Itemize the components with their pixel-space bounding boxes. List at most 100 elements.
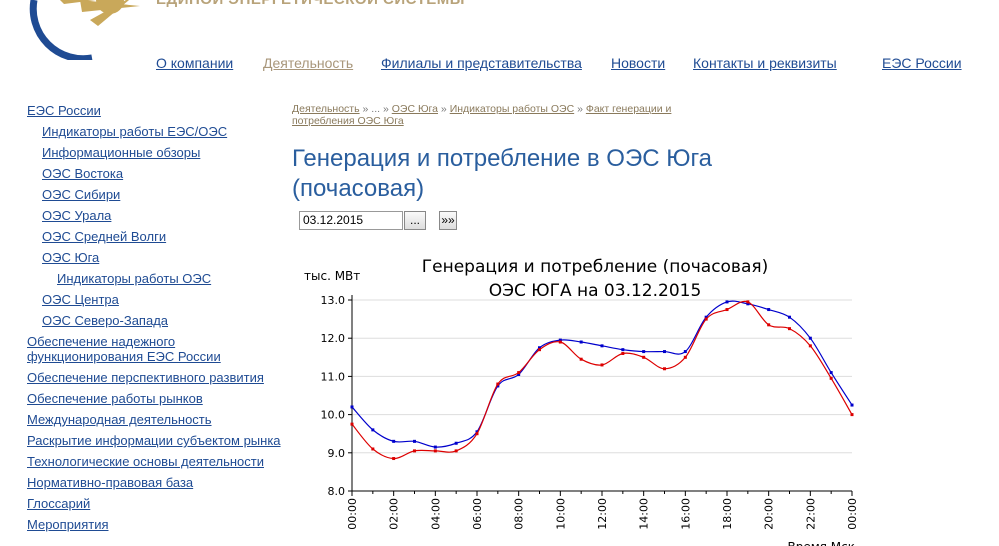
calendar-button[interactable]: ...	[404, 211, 426, 230]
point	[517, 372, 521, 376]
x-tick-label: 02:00	[388, 498, 401, 530]
x-tick-label: 10:00	[554, 498, 567, 530]
point	[683, 350, 687, 354]
point	[850, 413, 854, 417]
crumb[interactable]: Индикаторы работы ОЭС	[449, 103, 575, 115]
point	[600, 363, 604, 367]
crumb-separator: »	[382, 103, 389, 115]
point	[538, 346, 541, 350]
x-tick-label: 18:00	[721, 498, 734, 530]
crumb[interactable]: Факт генерации и потребления ОЭС Юга	[292, 103, 672, 127]
side-link[interactable]: Информационные обзоры	[42, 145, 201, 160]
point	[350, 422, 354, 426]
point	[454, 449, 458, 453]
y-tick-label: 8.0	[328, 485, 346, 498]
y-tick-label: 11.0	[321, 370, 346, 383]
nav-link[interactable]: О компании	[156, 55, 234, 71]
x-tick-label: 04:00	[429, 498, 442, 530]
x-tick-label: 20:00	[763, 498, 776, 530]
side-link[interactable]: Глоссарий	[27, 496, 91, 511]
point	[767, 308, 771, 312]
side-link[interactable]: ОЭС Центра	[42, 292, 119, 307]
nav-link[interactable]: Деятельность	[263, 55, 354, 71]
point	[579, 340, 583, 344]
side-link[interactable]: Индикаторы работы ЕЭС/ОЭС	[42, 124, 228, 139]
point	[350, 405, 354, 409]
crumb-separator: »	[362, 103, 369, 115]
crumb[interactable]: Деятельность	[292, 103, 360, 115]
sidebar: ЕЭС России Индикаторы работы ЕЭС/ОЭС Инф…	[27, 103, 281, 538]
x-tick-label: 12:00	[596, 498, 609, 530]
point	[683, 355, 687, 359]
x-tick-label: 00:00	[346, 498, 359, 530]
point	[663, 367, 666, 371]
nav-link[interactable]: Новости	[611, 55, 666, 71]
side-link[interactable]: ОЭС Северо-Запада	[42, 313, 169, 328]
point	[704, 317, 708, 321]
side-link[interactable]: Обеспечение работы рынков	[27, 391, 203, 406]
x-tick-label: 06:00	[471, 498, 484, 530]
point	[371, 428, 375, 432]
x-tick-label: 00:00	[846, 498, 859, 530]
point	[433, 445, 437, 449]
point	[371, 447, 375, 451]
point	[558, 340, 562, 344]
point	[788, 327, 791, 331]
x-tick-label: 16:00	[679, 498, 692, 530]
series-line	[351, 300, 853, 448]
side-link[interactable]: ОЭС Урала	[42, 208, 112, 223]
page-title: Генерация и потребление в ОЭС Юга (почас…	[292, 145, 713, 202]
series-line	[351, 300, 853, 460]
side-link[interactable]: Нормативно-правовая база	[27, 475, 194, 490]
point	[475, 430, 479, 434]
nav-link[interactable]: ЕЭС России	[882, 55, 962, 71]
date-input[interactable]: 03.12.2015	[299, 211, 403, 230]
point	[392, 439, 396, 443]
y-tick-label: 13.0	[321, 294, 346, 307]
nav-link[interactable]: Филиалы и представительства	[381, 55, 582, 71]
side-link[interactable]: Индикаторы работы ОЭС	[57, 271, 212, 286]
point	[558, 338, 562, 342]
side-link[interactable]: Мероприятия	[27, 517, 109, 532]
side-link[interactable]: ОЭС Средней Волги	[42, 229, 167, 244]
x-tick-label: 22:00	[804, 498, 817, 530]
point	[496, 384, 500, 388]
point	[829, 376, 833, 380]
y-tick-label: 10.0	[321, 409, 346, 422]
point	[454, 441, 458, 445]
side-link[interactable]: ЕЭС России	[27, 103, 101, 118]
next-button[interactable]: »»	[439, 211, 457, 230]
point	[413, 439, 416, 443]
side-link[interactable]: Международная деятельность	[27, 412, 212, 427]
x-tick-label: 14:00	[638, 498, 651, 530]
side-link[interactable]: Технологические основы деятельности	[27, 454, 264, 469]
crumb[interactable]: ОЭС Юга	[391, 103, 438, 115]
point	[433, 449, 437, 453]
point	[621, 351, 625, 355]
point	[704, 315, 708, 319]
side-link[interactable]: Обеспечение надежного функционирования Е…	[27, 334, 221, 364]
point	[663, 350, 666, 354]
point	[850, 403, 854, 407]
point	[725, 308, 729, 312]
point	[621, 348, 625, 352]
side-link[interactable]: Раскрытие информации субъектом рынка	[27, 433, 281, 448]
breadcrumb: Деятельность » ... » ОЭС Юга » Индикатор…	[292, 103, 692, 127]
logo	[29, 0, 140, 60]
nav-link[interactable]: Контакты и реквизиты	[693, 55, 837, 71]
crumb-separator: »	[440, 103, 447, 115]
point	[392, 457, 396, 461]
point	[600, 344, 604, 348]
point	[496, 382, 500, 386]
crumb-separator: »	[577, 103, 583, 115]
y-tick-label: 9.0	[328, 447, 346, 460]
side-link[interactable]: Обеспечение перспективного развития	[27, 370, 264, 385]
side-link[interactable]: ОЭС Сибири	[42, 187, 121, 202]
side-link[interactable]: ОЭС Востока	[42, 166, 124, 181]
side-link[interactable]: ОЭС Юга	[42, 250, 100, 265]
point	[725, 300, 729, 304]
point	[808, 336, 812, 340]
point	[767, 323, 771, 327]
chart-title: ОЭС ЮГА на 03.12.2015	[489, 281, 702, 301]
